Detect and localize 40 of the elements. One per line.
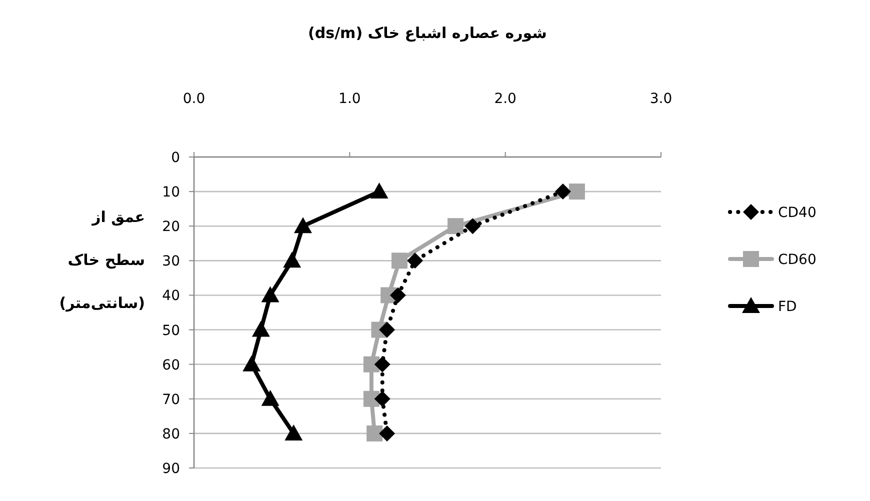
y-tick-label: 0 <box>171 150 180 166</box>
point <box>391 252 408 269</box>
point <box>252 320 270 337</box>
y-tick-label: 70 <box>162 392 180 408</box>
point <box>242 355 261 372</box>
point <box>464 218 481 234</box>
x-axis-title: شوره عصاره اشباع خاک (ds/m) <box>308 24 547 42</box>
y-tick-label: 10 <box>162 184 180 201</box>
point <box>283 252 302 268</box>
point <box>370 182 388 199</box>
y-tick-label: 60 <box>162 357 180 374</box>
point <box>554 184 571 200</box>
x-tick-label: 2.0 <box>494 91 516 107</box>
point <box>390 287 406 304</box>
legend-label: CD60 <box>778 252 816 268</box>
x-tick-label: 0.0 <box>182 91 206 107</box>
point <box>261 390 280 406</box>
legend-label: CD40 <box>778 205 816 221</box>
point <box>374 356 390 372</box>
point <box>407 252 424 269</box>
point <box>374 390 390 407</box>
y-tick-label: 50 <box>162 322 180 339</box>
point <box>379 322 396 338</box>
point <box>379 425 396 442</box>
point <box>261 286 280 302</box>
y-tick-label: 30 <box>162 254 180 270</box>
x-tick-label: 3.0 <box>650 91 672 107</box>
point <box>568 184 585 200</box>
text: عمق از سطح خاک (سانتی‌متر) <box>59 208 145 312</box>
y-tick-label: 20 <box>162 219 180 236</box>
point <box>448 218 464 234</box>
y-tick-label: 80 <box>162 426 180 442</box>
point <box>294 217 312 234</box>
point <box>366 425 383 442</box>
point <box>284 424 303 440</box>
y-tick-label: 90 <box>162 461 180 477</box>
point <box>363 356 380 372</box>
legend-label: FD <box>778 299 797 315</box>
x-tick-label: 1.0 <box>338 91 361 107</box>
y-tick-label: 40 <box>162 288 180 304</box>
